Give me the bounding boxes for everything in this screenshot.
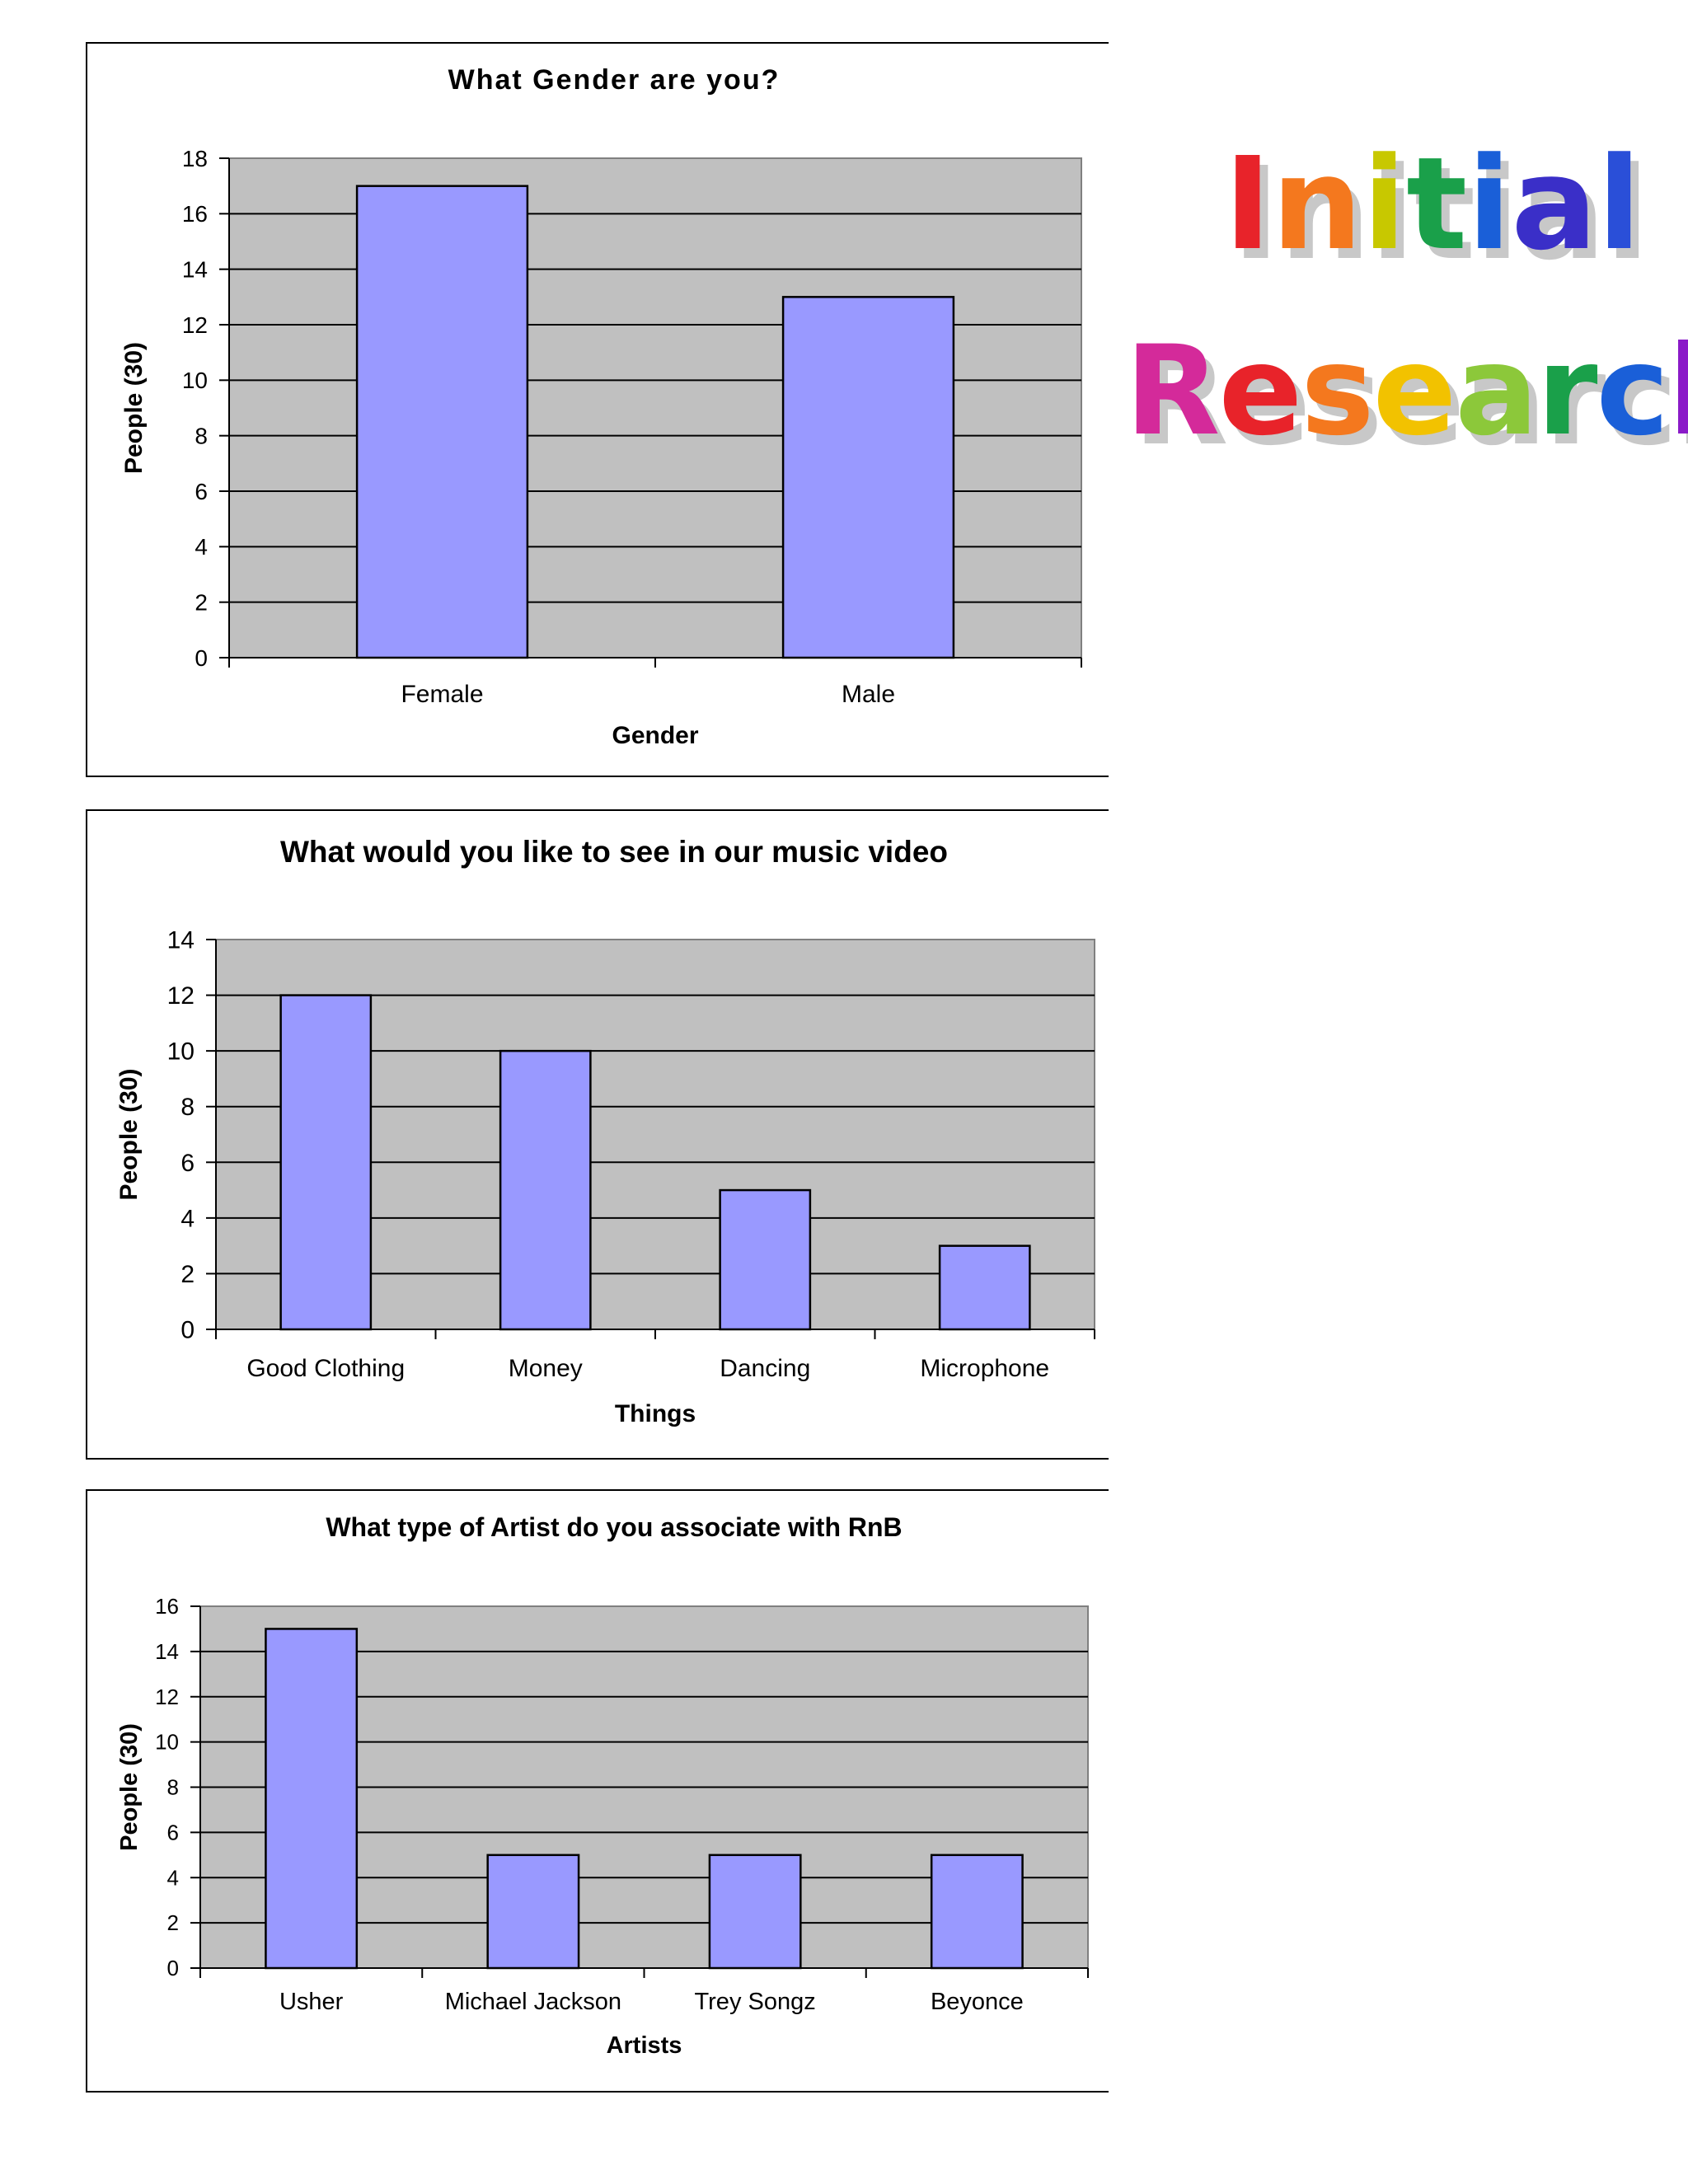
y-tick-label: 2 <box>195 589 208 615</box>
bar <box>781 296 955 659</box>
heading-letter: n <box>1271 129 1363 279</box>
bar <box>708 1854 802 1970</box>
heading-letter: r <box>1536 320 1598 463</box>
heading-letter: i <box>1362 129 1407 279</box>
y-axis-label: People (30) <box>115 1068 143 1200</box>
heading-letter: e <box>1218 320 1303 463</box>
music-video-chart: 0 2 4 6 8 10 12 14 Good Clothing Money Dancing Micr… <box>86 809 1109 1460</box>
y-tick-label: 0 <box>181 1317 195 1344</box>
y-tick-label: 8 <box>167 1775 179 1800</box>
heading-letter: R <box>1125 320 1221 463</box>
y-tick-label: 4 <box>195 534 208 560</box>
y-tick-label: 18 <box>182 146 208 171</box>
y-tick-label: 2 <box>181 1261 195 1288</box>
heading-letter: i <box>1467 129 1512 279</box>
bar <box>279 994 373 1331</box>
heading-letter: h <box>1667 320 1688 463</box>
y-tick-label: 4 <box>167 1865 179 1890</box>
x-axis-label: Artists <box>607 2032 682 2059</box>
y-tick-label: 12 <box>167 982 195 1010</box>
x-axis-label: Things <box>615 1400 696 1427</box>
heading-letter: a <box>1511 129 1598 279</box>
x-tick-label: Female <box>401 681 483 708</box>
y-tick-label: 12 <box>155 1685 179 1709</box>
bar <box>486 1854 580 1970</box>
bar <box>938 1244 1031 1331</box>
y-tick-label: 16 <box>182 201 208 227</box>
y-tick-label: 0 <box>167 1956 179 1980</box>
y-tick-label: 6 <box>195 479 208 504</box>
heading-research-shadow: Research <box>1133 330 1688 473</box>
bar <box>265 1628 359 1970</box>
x-tick-label: Usher <box>279 1989 344 2015</box>
heading-letter: s <box>1301 320 1374 463</box>
chart-frame <box>86 809 1109 1460</box>
chart-frame <box>86 42 1109 777</box>
artist-chart-panel: 0 2 4 6 8 10 12 14 16 Usher Michael Jackson Trey So… <box>86 1489 1109 2093</box>
y-tick-label: 8 <box>181 1094 195 1121</box>
x-tick-label: Dancing <box>720 1355 810 1382</box>
heading-initial-text: Initial <box>1224 129 1641 279</box>
chart-frame <box>86 1489 1109 2093</box>
artist-chart: 0 2 4 6 8 10 12 14 16 Usher Michael Jackson Trey So… <box>86 1489 1109 2093</box>
heading-initial: Initial Initial <box>1224 140 1649 278</box>
y-tick-label: 2 <box>167 1910 179 1935</box>
chart-title: What Gender are you? <box>448 64 781 96</box>
heading-initial-shadow: Initial <box>1232 139 1650 288</box>
y-tick-label: 10 <box>155 1730 179 1755</box>
y-axis-label: People (30) <box>116 1723 143 1851</box>
bar <box>930 1854 1024 1970</box>
y-tick-label: 14 <box>167 927 195 954</box>
x-axis-label: Gender <box>612 722 698 749</box>
y-tick-label: 0 <box>195 645 208 671</box>
bar <box>355 185 529 659</box>
gender-chart: 0 2 4 6 8 10 12 14 16 18 Female Male What Gender are… <box>86 42 1109 777</box>
x-tick-label: Trey Songz <box>695 1989 816 2015</box>
y-tick-label: 14 <box>155 1639 179 1664</box>
x-tick-label: Good Clothing <box>246 1355 405 1382</box>
bar <box>719 1188 812 1331</box>
y-axis-label: People (30) <box>120 342 148 474</box>
y-tick-label: 6 <box>167 1820 179 1844</box>
x-tick-label: Michael Jackson <box>445 1989 621 2015</box>
chart-title: What would you like to see in our music … <box>280 835 948 869</box>
x-tick-label: Money <box>509 1355 583 1382</box>
x-tick-label: Male <box>842 681 895 708</box>
heading-letter: e <box>1372 320 1457 463</box>
x-tick-label: Beyonce <box>931 1989 1024 2015</box>
y-tick-label: 6 <box>181 1150 195 1177</box>
y-tick-label: 16 <box>155 1594 179 1619</box>
y-tick-label: 14 <box>182 256 208 282</box>
heading-letter: I <box>1224 129 1272 279</box>
heading-letter: c <box>1596 320 1670 463</box>
chart-title: What type of Artist do you associate wit… <box>326 1512 902 1542</box>
gender-chart-panel: 0 2 4 6 8 10 12 14 16 18 Female Male What Gender are… <box>0 0 1121 791</box>
heading-research-text: Research <box>1125 320 1688 463</box>
bar <box>499 1049 592 1331</box>
music-video-chart-panel: 0 2 4 6 8 10 12 14 Good Clothing Money Dancing Micr… <box>0 0 1121 1483</box>
y-tick-label: 10 <box>167 1038 195 1066</box>
heading-letter: a <box>1455 320 1538 463</box>
heading-letter: l <box>1597 129 1642 279</box>
y-tick-label: 10 <box>182 368 208 393</box>
y-tick-label: 8 <box>195 423 208 448</box>
x-tick-label: Microphone <box>920 1355 1049 1382</box>
heading-research: Research Research <box>1125 330 1688 463</box>
y-tick-label: 12 <box>182 312 208 338</box>
y-tick-label: 4 <box>181 1205 195 1232</box>
heading-letter: t <box>1406 129 1468 279</box>
